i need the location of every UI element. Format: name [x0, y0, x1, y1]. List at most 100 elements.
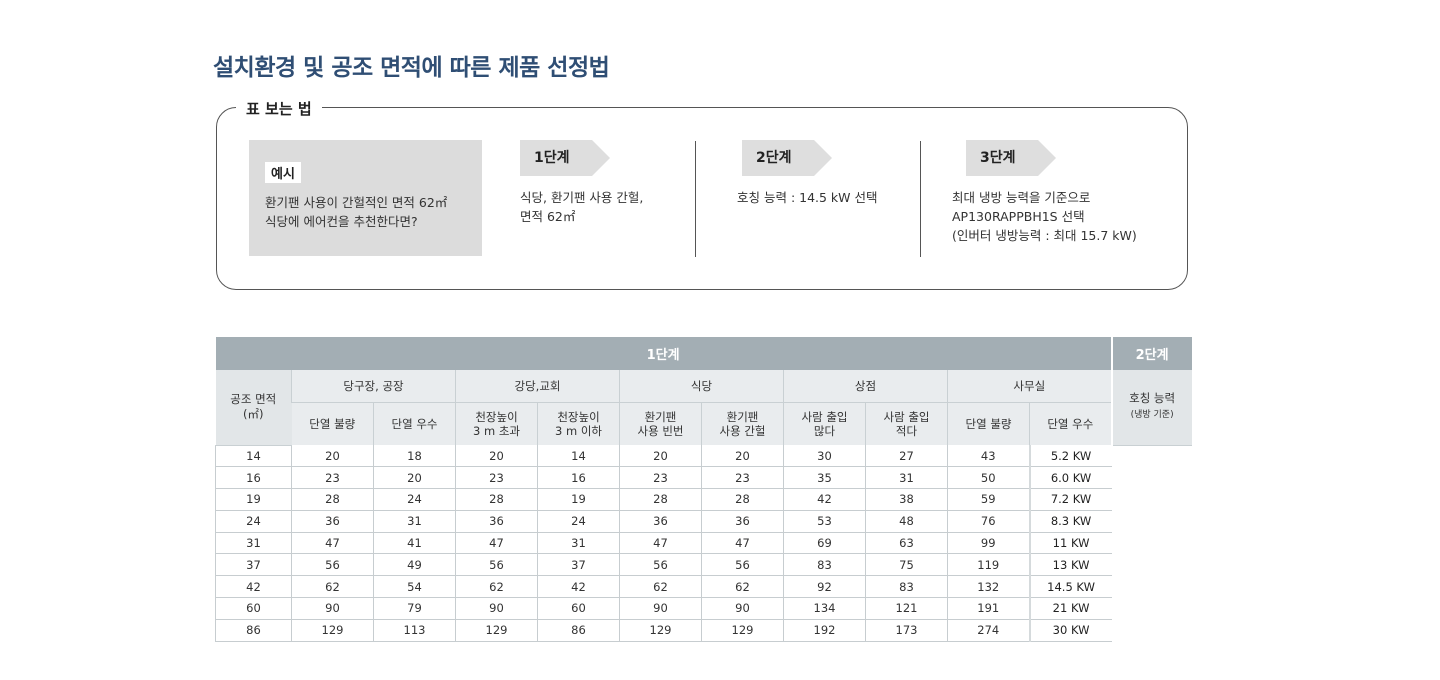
sub-header: 사람 출입 적다 — [865, 402, 948, 445]
guide-label: 표 보는 법 — [236, 98, 322, 119]
area-cell: 36 — [455, 510, 538, 533]
step-2: 2단계 호칭 능력 : 14.5 kW 선택 — [737, 140, 878, 207]
area-cell: 83 — [865, 575, 948, 599]
table-row: 42 62 54 62 42 62 62 92 83 132 14.5 KW — [215, 575, 1192, 599]
area-cell: 47 — [455, 532, 538, 555]
area-cell: 49 — [373, 553, 456, 577]
area-cell: 37 — [215, 553, 292, 577]
group-header: 상점 — [783, 370, 948, 403]
area-cell: 42 — [537, 575, 620, 599]
area-cell: 27 — [865, 445, 948, 468]
capacity-header-label: 호칭 능력 — [1129, 391, 1176, 406]
table-row: 16 23 20 23 16 23 23 35 31 50 6.0 KW — [215, 466, 1192, 490]
area-cell: 129 — [619, 619, 702, 642]
area-cell: 31 — [537, 532, 620, 555]
capacity-cell: 13 KW — [1028, 553, 1112, 577]
step-3-text: 최대 냉방 능력을 기준으로 AP130RAPPBH1S 선택 (인버터 냉방능… — [952, 190, 1137, 243]
area-cell: 129 — [455, 619, 538, 642]
area-cell: 14 — [537, 445, 620, 468]
area-cell: 62 — [291, 575, 374, 599]
area-cell: 90 — [291, 597, 374, 620]
area-cell: 76 — [947, 510, 1030, 533]
area-cell: 90 — [619, 597, 702, 620]
area-cell: 16 — [537, 466, 620, 490]
area-cell: 129 — [291, 619, 374, 642]
table-row: 19 28 24 28 19 28 28 42 38 59 7.2 KW — [215, 488, 1192, 511]
area-cell: 20 — [701, 445, 784, 468]
capacity-cell: 11 KW — [1028, 532, 1112, 555]
stage-1-header: 1단계 — [215, 337, 1112, 370]
area-cell: 69 — [783, 532, 866, 555]
area-cell: 50 — [947, 466, 1030, 490]
sub-header: 환기팬 사용 빈번 — [619, 402, 702, 445]
area-cell: 62 — [701, 575, 784, 599]
area-cell: 113 — [373, 619, 456, 642]
area-cell: 30 — [783, 445, 866, 468]
area-cell: 35 — [783, 466, 866, 490]
area-cell: 83 — [783, 553, 866, 577]
capacity-cell: 7.2 KW — [1028, 488, 1112, 511]
area-cell: 60 — [215, 597, 292, 620]
step-1: 1단계 식당, 환기팬 사용 간헐, 면적 62㎡ — [520, 140, 643, 226]
area-cell: 38 — [865, 488, 948, 511]
sub-header: 단열 우수 — [373, 402, 456, 445]
step-1-text: 식당, 환기팬 사용 간헐, 면적 62㎡ — [520, 190, 644, 224]
area-cell: 60 — [537, 597, 620, 620]
area-cell: 62 — [455, 575, 538, 599]
sub-header: 단열 우수 — [1028, 402, 1112, 445]
selection-table: 1단계 2단계 공조 면적 (㎡) 당구장, 공장 강당,교회 식당 상점 사무… — [215, 337, 1192, 642]
area-cell: 42 — [215, 575, 292, 599]
table-row: 31 47 41 47 31 47 47 69 63 99 11 KW — [215, 532, 1192, 555]
capacity-cell: 6.0 KW — [1028, 466, 1112, 490]
area-cell: 23 — [701, 466, 784, 490]
area-cell: 56 — [291, 553, 374, 577]
example-tag: 예시 — [265, 162, 301, 183]
table-row: 37 56 49 56 37 56 56 83 75 119 13 KW — [215, 553, 1192, 577]
area-cell: 28 — [701, 488, 784, 511]
capacity-cell: 21 KW — [1028, 597, 1112, 620]
area-cell: 53 — [783, 510, 866, 533]
area-cell: 19 — [537, 488, 620, 511]
area-cell: 37 — [537, 553, 620, 577]
row-header-area: 공조 면적 (㎡) — [215, 370, 292, 446]
area-cell: 75 — [865, 553, 948, 577]
area-cell: 47 — [619, 532, 702, 555]
area-cell: 43 — [947, 445, 1030, 468]
area-cell: 24 — [215, 510, 292, 533]
area-cell: 54 — [373, 575, 456, 599]
area-cell: 99 — [947, 532, 1030, 555]
step-divider — [695, 141, 696, 257]
area-cell: 86 — [215, 619, 292, 642]
group-header: 식당 — [619, 370, 784, 403]
area-cell: 274 — [947, 619, 1030, 642]
area-cell: 28 — [291, 488, 374, 511]
area-cell: 56 — [701, 553, 784, 577]
area-cell: 47 — [701, 532, 784, 555]
table-row: 60 90 79 90 60 90 90 134 121 191 21 KW — [215, 597, 1192, 620]
group-header: 사무실 — [946, 370, 1112, 403]
area-cell: 132 — [947, 575, 1030, 599]
step-2-tag: 2단계 — [742, 140, 832, 176]
area-cell: 42 — [783, 488, 866, 511]
area-cell: 86 — [537, 619, 620, 642]
area-cell: 24 — [537, 510, 620, 533]
table-row: 14 20 18 20 14 20 20 30 27 43 5.2 KW — [215, 445, 1192, 468]
area-cell: 92 — [783, 575, 866, 599]
sub-header: 천장높이 3 m 초과 — [455, 402, 538, 445]
capacity-header: 호칭 능력 (냉방 기준) — [1110, 370, 1192, 446]
step-divider — [920, 141, 921, 257]
area-cell: 129 — [701, 619, 784, 642]
sub-header: 단열 불량 — [947, 402, 1030, 445]
area-cell: 20 — [373, 466, 456, 490]
area-cell: 31 — [373, 510, 456, 533]
area-cell: 59 — [947, 488, 1030, 511]
area-cell: 36 — [291, 510, 374, 533]
area-cell: 36 — [619, 510, 702, 533]
capacity-cell: 30 KW — [1028, 619, 1112, 642]
area-cell: 23 — [455, 466, 538, 490]
step-3: 3단계 최대 냉방 능력을 기준으로 AP130RAPPBH1S 선택 (인버터… — [952, 140, 1137, 245]
table-row: 24 36 31 36 24 36 36 53 48 76 8.3 KW — [215, 510, 1192, 533]
step-1-tag: 1단계 — [520, 140, 610, 176]
group-header: 당구장, 공장 — [291, 370, 456, 403]
area-cell: 121 — [865, 597, 948, 620]
